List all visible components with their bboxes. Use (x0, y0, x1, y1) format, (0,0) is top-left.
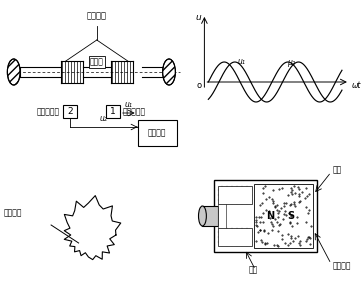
Text: 磁电传感器: 磁电传感器 (123, 107, 146, 116)
Ellipse shape (198, 206, 206, 226)
Text: μ₂: μ₂ (287, 58, 295, 67)
Bar (138, 120, 177, 146)
Text: 测量仪表: 测量仪表 (148, 128, 167, 137)
Text: 1: 1 (110, 107, 116, 116)
Text: 2: 2 (67, 107, 73, 116)
Text: u₂: u₂ (100, 114, 108, 123)
Text: 磁电传感器: 磁电传感器 (37, 107, 60, 116)
Bar (63, 105, 77, 118)
Ellipse shape (7, 59, 20, 85)
Text: u₁: u₁ (125, 100, 132, 109)
Ellipse shape (163, 59, 176, 85)
Bar (218, 186, 252, 204)
Text: 线圈: 线圈 (249, 265, 258, 274)
Text: 齿形圆盘: 齿形圆盘 (87, 12, 107, 21)
Text: ωt: ωt (352, 80, 361, 89)
Bar (106, 105, 120, 118)
Text: 扭转轴: 扭转轴 (90, 58, 104, 66)
Text: o: o (197, 81, 202, 91)
Bar (214, 180, 317, 252)
Text: N: N (266, 211, 274, 221)
Text: S: S (287, 211, 294, 221)
Text: 齿形圆盘: 齿形圆盘 (4, 209, 22, 218)
Bar (218, 204, 226, 228)
Text: 铁芯: 铁芯 (333, 165, 342, 175)
Bar (253, 184, 313, 248)
Bar (218, 228, 252, 246)
Bar (202, 206, 218, 226)
Text: 永久磁铁: 永久磁铁 (333, 262, 352, 271)
Text: u₁: u₁ (238, 57, 246, 66)
Text: u: u (195, 13, 201, 23)
